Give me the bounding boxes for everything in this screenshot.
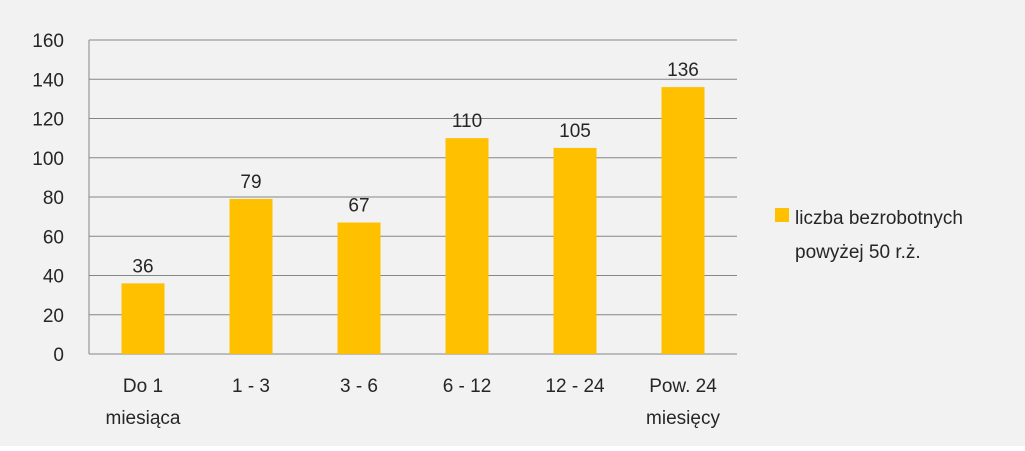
x-category-label: Pow. 24 (649, 376, 717, 397)
data-labels: 36 79 67 110 105 136 (132, 60, 698, 277)
x-category-label: Do 1 (123, 376, 163, 397)
y-tick-label: 160 (32, 31, 64, 52)
x-category-label: 1 - 3 (232, 376, 270, 397)
x-category-label: 3 - 6 (340, 376, 378, 397)
y-tick-label: 100 (32, 149, 64, 170)
bar (121, 283, 165, 354)
bar (445, 138, 489, 354)
bar (229, 198, 273, 354)
y-tick-label: 40 (43, 267, 64, 288)
y-tick-label: 80 (43, 188, 64, 209)
y-tick-label: 120 (32, 110, 64, 131)
x-category-label: 6 - 12 (443, 376, 492, 397)
bar (337, 222, 381, 354)
y-tick-label: 20 (43, 306, 64, 327)
legend: liczba bezrobotnych powyżej 50 r.ż. (775, 208, 963, 263)
data-label: 67 (348, 196, 369, 217)
axes (88, 40, 737, 355)
bar (553, 147, 597, 354)
x-category-label: miesiąca (106, 408, 181, 429)
y-tick-label: 140 (32, 70, 64, 91)
y-tick-label: 60 (43, 227, 64, 248)
x-category-label: miesięcy (646, 408, 720, 429)
x-category-label: 12 - 24 (545, 376, 605, 397)
y-axis-tick-labels: 0 20 40 60 80 100 120 140 160 (32, 31, 64, 366)
legend-swatch (775, 208, 789, 222)
data-label: 36 (132, 256, 153, 277)
bar (661, 87, 705, 354)
legend-label-line2: powyżej 50 r.ż. (795, 242, 921, 263)
data-label: 79 (240, 172, 261, 193)
x-axis-category-labels: Do 1 miesiąca 1 - 3 3 - 6 6 - 12 12 - 24 Pow. … (106, 376, 721, 429)
bars (121, 87, 705, 354)
data-label: 136 (667, 60, 699, 81)
gridlines (89, 39, 737, 316)
data-label: 110 (452, 111, 482, 132)
legend-label-line1: liczba bezrobotnych (795, 208, 963, 229)
data-label: 105 (559, 121, 591, 142)
y-tick-label: 0 (53, 345, 64, 366)
